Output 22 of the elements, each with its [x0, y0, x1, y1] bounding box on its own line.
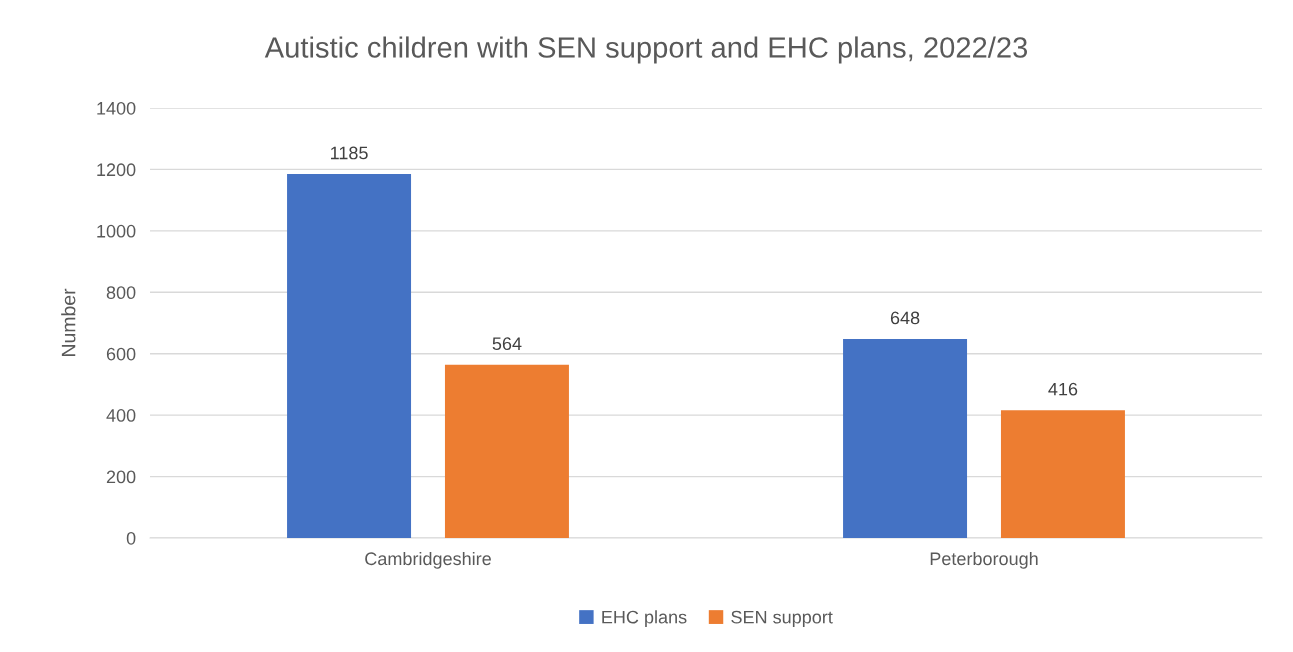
y-tick-label: 0	[126, 531, 136, 545]
y-axis-title: Number	[61, 288, 76, 356]
x-tick-label: Peterborough	[930, 551, 1038, 569]
legend-label: SEN support	[731, 610, 833, 628]
chart-title: Autistic children with SEN support and EHC plans, 2022/23	[264, 36, 1028, 64]
x-tick-label: Cambridgeshire	[365, 551, 491, 569]
bar	[1000, 410, 1125, 538]
y-tick-label: 1200	[97, 163, 136, 177]
y-tick-label: 200	[106, 470, 136, 484]
data-label: 648	[890, 311, 920, 325]
y-tick-label: 800	[106, 286, 136, 300]
data-label: 564	[492, 337, 522, 351]
y-tick-label: 600	[106, 347, 136, 361]
bar	[287, 174, 412, 538]
bar	[444, 364, 569, 538]
y-tick-label: 1000	[97, 224, 136, 238]
legend-label: EHC plans	[602, 610, 687, 628]
y-tick-label: 400	[106, 409, 136, 422]
data-label: 1185	[331, 146, 368, 160]
bar	[843, 338, 968, 538]
data-label: 416	[1048, 382, 1078, 396]
y-tick-label: 1400	[97, 101, 136, 115]
